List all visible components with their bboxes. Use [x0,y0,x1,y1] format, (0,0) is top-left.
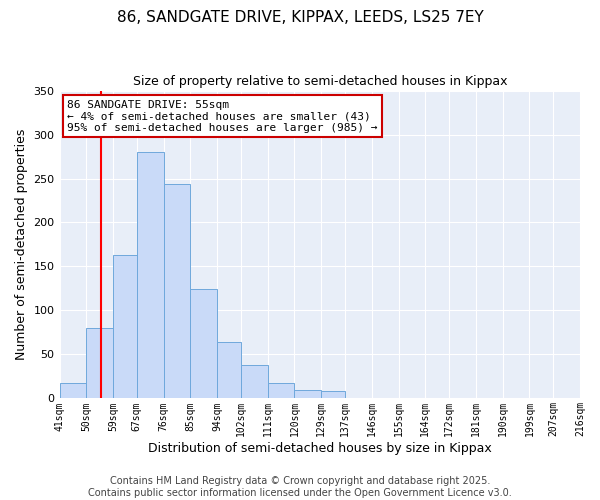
Bar [217,342,241,398]
Bar [86,328,113,398]
Bar [241,365,268,398]
Bar [113,255,137,398]
Bar [268,382,295,398]
Text: Contains HM Land Registry data © Crown copyright and database right 2025.
Contai: Contains HM Land Registry data © Crown c… [88,476,512,498]
Bar [137,152,164,398]
Bar [164,184,190,398]
Bar [321,392,345,398]
Bar [59,382,86,398]
Y-axis label: Number of semi-detached properties: Number of semi-detached properties [15,129,28,360]
Bar [190,290,217,399]
Text: 86, SANDGATE DRIVE, KIPPAX, LEEDS, LS25 7EY: 86, SANDGATE DRIVE, KIPPAX, LEEDS, LS25 … [116,10,484,25]
Text: 86 SANDGATE DRIVE: 55sqm
← 4% of semi-detached houses are smaller (43)
95% of se: 86 SANDGATE DRIVE: 55sqm ← 4% of semi-de… [67,100,378,133]
X-axis label: Distribution of semi-detached houses by size in Kippax: Distribution of semi-detached houses by … [148,442,491,455]
Title: Size of property relative to semi-detached houses in Kippax: Size of property relative to semi-detach… [133,75,507,88]
Bar [295,390,321,398]
